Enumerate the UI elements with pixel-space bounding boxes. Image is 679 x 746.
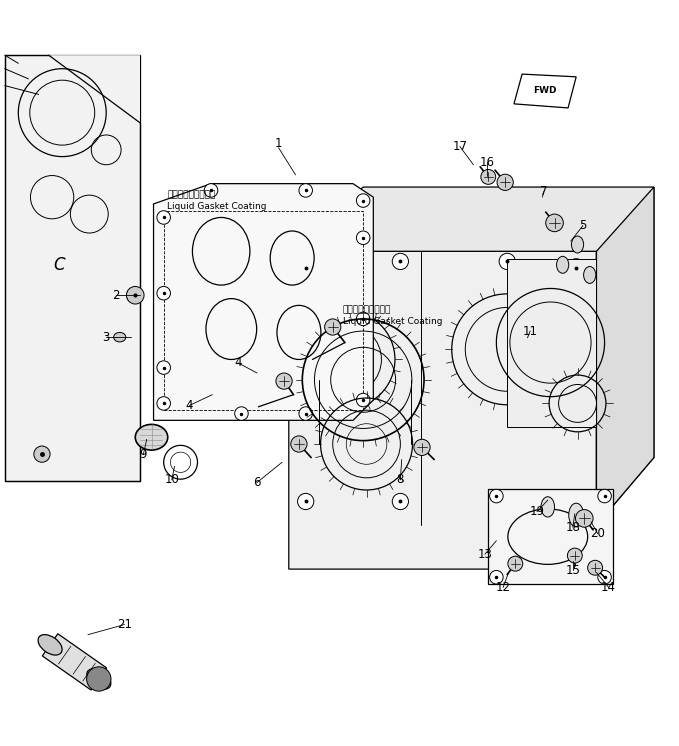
Polygon shape — [596, 187, 654, 525]
Circle shape — [34, 446, 50, 463]
Text: 11: 11 — [523, 325, 538, 338]
Text: 4: 4 — [234, 357, 242, 369]
Text: 5: 5 — [579, 219, 587, 232]
Circle shape — [126, 289, 140, 302]
Text: 10: 10 — [164, 474, 179, 486]
Circle shape — [356, 194, 370, 207]
Text: 19: 19 — [530, 505, 545, 518]
Polygon shape — [5, 55, 140, 481]
Text: 15: 15 — [566, 564, 581, 577]
Ellipse shape — [572, 236, 584, 253]
Text: 17: 17 — [452, 140, 467, 153]
Text: C: C — [53, 256, 65, 274]
Circle shape — [499, 254, 515, 269]
Circle shape — [392, 254, 409, 269]
Text: 9: 9 — [140, 448, 147, 460]
Circle shape — [157, 210, 170, 225]
Text: 液状ガスケット塗布
Liquid Gasket Coating: 液状ガスケット塗布 Liquid Gasket Coating — [343, 305, 443, 325]
Circle shape — [567, 492, 586, 511]
Circle shape — [587, 560, 602, 575]
Circle shape — [598, 489, 611, 503]
Circle shape — [490, 571, 503, 584]
Circle shape — [291, 436, 307, 452]
Circle shape — [299, 407, 312, 420]
Text: 8: 8 — [397, 474, 404, 486]
Circle shape — [157, 397, 170, 410]
Circle shape — [598, 571, 611, 584]
Ellipse shape — [584, 266, 595, 283]
Polygon shape — [5, 55, 140, 123]
Ellipse shape — [38, 635, 62, 655]
Text: 3: 3 — [103, 330, 110, 344]
Text: 1: 1 — [275, 137, 282, 150]
Circle shape — [546, 214, 564, 232]
Circle shape — [356, 393, 370, 407]
Polygon shape — [507, 260, 596, 427]
Circle shape — [414, 439, 430, 456]
Text: 7: 7 — [540, 185, 547, 198]
Text: 21: 21 — [117, 618, 132, 631]
Circle shape — [568, 548, 583, 563]
Text: 13: 13 — [477, 548, 492, 561]
Circle shape — [490, 489, 503, 503]
Text: 液状ガスケット塗布
Liquid Gasket Coating: 液状ガスケット塗布 Liquid Gasket Coating — [167, 190, 267, 210]
Text: 12: 12 — [496, 581, 511, 594]
Ellipse shape — [135, 424, 168, 450]
Polygon shape — [42, 634, 107, 690]
Circle shape — [325, 319, 341, 335]
Ellipse shape — [557, 257, 569, 273]
Circle shape — [356, 312, 370, 326]
Circle shape — [567, 259, 586, 278]
Circle shape — [297, 260, 314, 276]
Circle shape — [481, 169, 496, 184]
Circle shape — [276, 373, 292, 389]
Circle shape — [157, 361, 170, 374]
Circle shape — [235, 407, 249, 420]
Ellipse shape — [569, 503, 584, 527]
Circle shape — [299, 184, 312, 197]
Circle shape — [576, 510, 593, 527]
Circle shape — [392, 493, 409, 510]
Text: 4: 4 — [185, 399, 193, 412]
Polygon shape — [153, 184, 373, 420]
Polygon shape — [289, 187, 654, 525]
Circle shape — [497, 174, 513, 190]
Text: 14: 14 — [601, 581, 616, 594]
Polygon shape — [289, 251, 596, 569]
Ellipse shape — [87, 668, 111, 689]
Text: 20: 20 — [590, 527, 605, 540]
Circle shape — [126, 286, 144, 304]
Circle shape — [204, 184, 218, 197]
Ellipse shape — [541, 497, 555, 517]
Circle shape — [157, 286, 170, 300]
Text: 2: 2 — [113, 289, 120, 301]
Text: FWD: FWD — [533, 86, 557, 95]
Text: 16: 16 — [479, 155, 494, 169]
Circle shape — [297, 493, 314, 510]
Polygon shape — [488, 489, 613, 584]
Text: 18: 18 — [566, 521, 581, 533]
Circle shape — [356, 231, 370, 245]
Text: 6: 6 — [253, 476, 261, 489]
Polygon shape — [514, 74, 576, 108]
Circle shape — [508, 557, 523, 571]
Circle shape — [87, 667, 111, 691]
Ellipse shape — [113, 333, 126, 342]
